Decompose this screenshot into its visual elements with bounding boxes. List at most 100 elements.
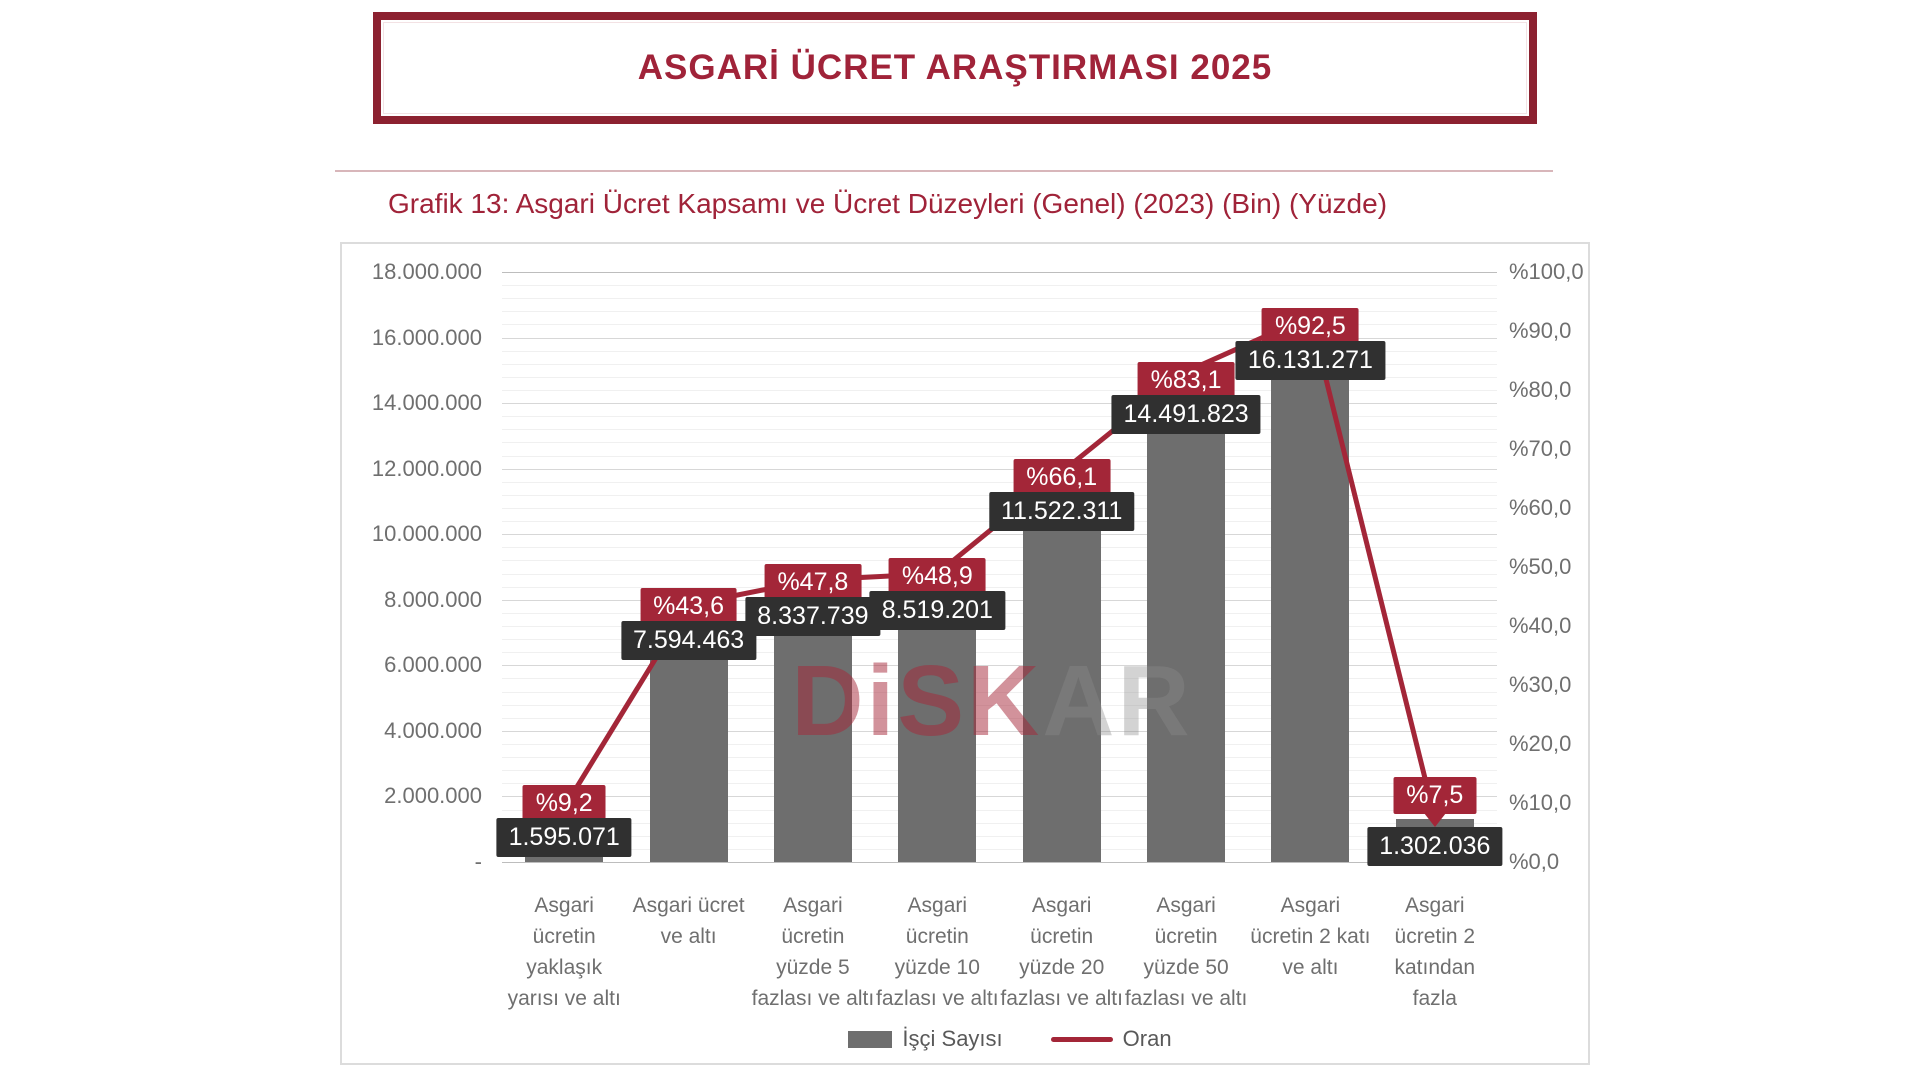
bar [1022,484,1101,862]
category-label-line: yüzde 50 [1143,956,1229,979]
left-axis-tick: 6.000.000 [384,652,482,678]
chart-title: Grafik 13: Asgari Ücret Kapsamı ve Ücret… [388,188,1388,219]
gridline-minor [502,639,1497,641]
gridline-minor [502,363,1497,365]
gridline-minor [502,652,1497,654]
report-title-banner: ASGARİ ÜCRET ARAŞTIRMASI 2025 [373,12,1537,124]
legend-label-oran: Oran [1122,1026,1172,1051]
category-label-line: ve altı [1282,956,1339,979]
left-axis-tick: 10.000.000 [371,521,482,547]
left-axis-tick: 4.000.000 [384,717,482,743]
right-axis-tick: %40,0 [1509,613,1572,638]
gridline-major [502,730,1497,732]
value-label: 7.594.463 [620,621,757,661]
gridline-minor [502,376,1497,378]
rate-label: %43,6 [640,588,738,626]
value-label: 16.131.271 [1235,341,1385,381]
category-label: Asgari ücretin yüzde 5 fazlası ve altı [728,890,898,1014]
gridline-minor [502,416,1497,418]
category-label-line: Asgari [1280,894,1341,917]
category-label-line: Asgari [534,894,594,917]
gridline-minor [502,390,1497,391]
category-label-line: ücretin 2 katı [1250,925,1371,948]
gridline-minor [502,298,1497,300]
category-label-line: ücretin 2 [1394,925,1476,948]
value-label: 8.337.739 [745,596,881,636]
category-label-line: Asgari [907,894,968,917]
left-axis-tick: - [474,849,482,874]
category-label-line: ücretin [905,925,969,948]
gridline-major [502,862,1497,863]
rate-label: %7,5 [1393,777,1477,815]
category-label-line: yaklaşık [526,956,603,979]
right-axis-tick: %70,0 [1509,436,1572,461]
category-label-line: ücretin [532,925,596,948]
rate-label: %92,5 [1261,308,1359,346]
gridline-major [502,665,1497,667]
bar-swatch-icon [848,1030,893,1048]
report-title: ASGARİ ÜCRET ARAŞTIRMASI 2025 [637,48,1273,87]
right-axis-tick: %50,0 [1509,554,1572,579]
bar [1147,387,1226,862]
legend-label-isci-sayisi: İşçi Sayısı [902,1026,1003,1051]
rate-label: %47,8 [764,563,862,601]
category-label-line: ücretin [1030,925,1094,948]
value-label: 8.519.201 [869,590,1005,630]
gridline-minor [502,717,1497,719]
value-label: 1.595.071 [496,817,632,857]
rate-polyline [562,312,1438,819]
right-axis-tick: %10,0 [1509,790,1572,815]
category-label-line: fazlası ve altı [1000,987,1123,1010]
right-axis-tick: %100,0 [1509,259,1584,284]
category-label-line: Asgari [783,894,843,917]
gridline-minor [502,691,1497,693]
gridline-minor [502,560,1497,562]
left-axis-tick: 16.000.000 [371,324,482,350]
gridline-minor [502,442,1497,444]
category-label: Asgari ücretin yüzde 20 fazlası ve altı [977,890,1147,1014]
category-label-line: fazlası ve altı [1124,987,1248,1010]
category-label-line: Asgari [1156,894,1216,917]
category-label-line: yarısı ve altı [507,987,621,1010]
gridline-minor [502,744,1497,745]
value-label: 14.491.823 [1111,395,1261,434]
category-label-line: fazlası ve altı [751,987,875,1010]
rate-label: %66,1 [1013,459,1111,497]
legend: İşçi Sayısı Oran [342,1026,1588,1052]
category-label: Asgari ücretin 2 katı ve altı [1225,890,1395,983]
gridline-major [502,337,1497,339]
category-label-line: fazlası ve altı [876,987,999,1010]
category-label-line: Asgari [1405,894,1465,917]
gridline-minor [502,770,1497,772]
category-label-line: yüzde 5 [776,956,850,979]
gridline-major [502,468,1497,470]
line-swatch-icon [1050,1036,1113,1042]
left-axis-tick: 8.000.000 [384,586,482,612]
gridline-minor [502,324,1497,326]
gridline-minor [502,311,1497,313]
gridline-minor [502,848,1497,850]
rate-label: %9,2 [522,784,606,822]
value-label: 11.522.311 [988,492,1135,532]
category-label-line: katından [1394,956,1476,979]
gridline-minor [502,704,1497,706]
rate-label: %83,1 [1137,362,1235,399]
gridline-minor [502,586,1497,588]
gridline-minor [502,809,1497,811]
right-axis-tick: %80,0 [1509,377,1572,402]
gridline-minor [502,835,1497,837]
category-label-line: ve altı [660,925,717,948]
legend-item-oran: Oran [1050,1026,1172,1052]
category-label: Asgari ücretin 2 katından fazla [1350,890,1520,1014]
left-axis-tick: 2.000.000 [384,783,482,809]
category-label-line: Asgari ücret [632,894,745,917]
category-label-line: Asgari [1031,894,1092,917]
watermark-gray-text: AR [1042,645,1193,757]
gridline-major [502,534,1497,536]
category-label-line: yüzde 10 [894,956,980,979]
gridline-minor [502,429,1497,431]
right-axis-tick: %20,0 [1509,731,1572,756]
category-label-line: ücretin [1154,925,1218,948]
watermark: DiSKAR [791,644,1192,759]
right-axis-tick: %60,0 [1509,495,1572,520]
